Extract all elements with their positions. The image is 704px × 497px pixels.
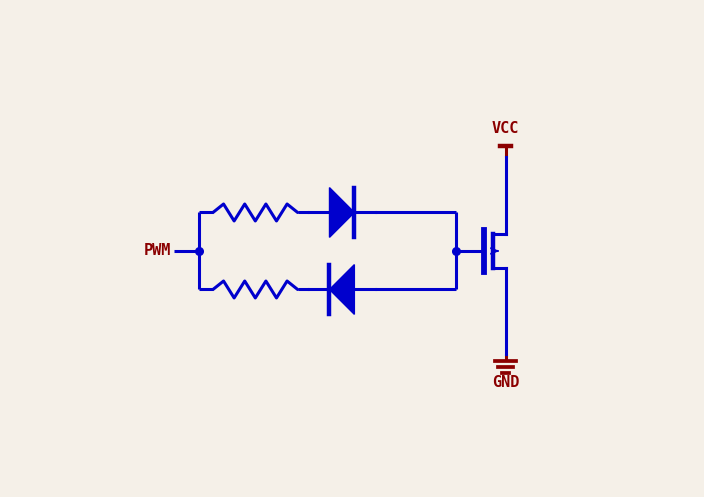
Polygon shape <box>329 187 354 238</box>
Text: PWM: PWM <box>144 244 171 258</box>
Text: VCC: VCC <box>492 121 520 136</box>
Polygon shape <box>329 264 354 315</box>
Text: GND: GND <box>492 375 520 390</box>
